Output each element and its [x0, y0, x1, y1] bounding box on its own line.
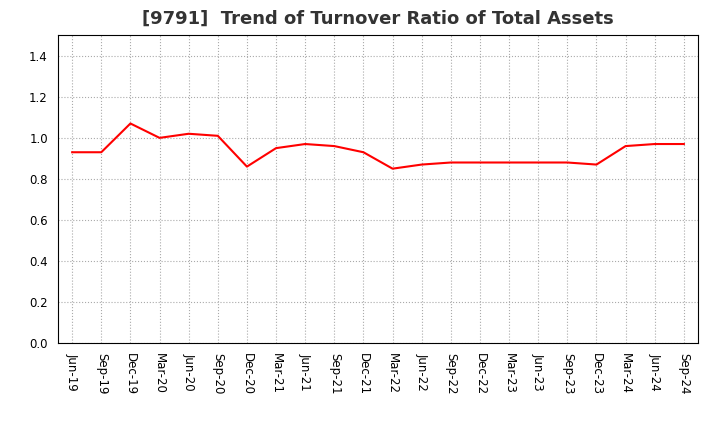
Title: [9791]  Trend of Turnover Ratio of Total Assets: [9791] Trend of Turnover Ratio of Total … — [142, 10, 614, 28]
